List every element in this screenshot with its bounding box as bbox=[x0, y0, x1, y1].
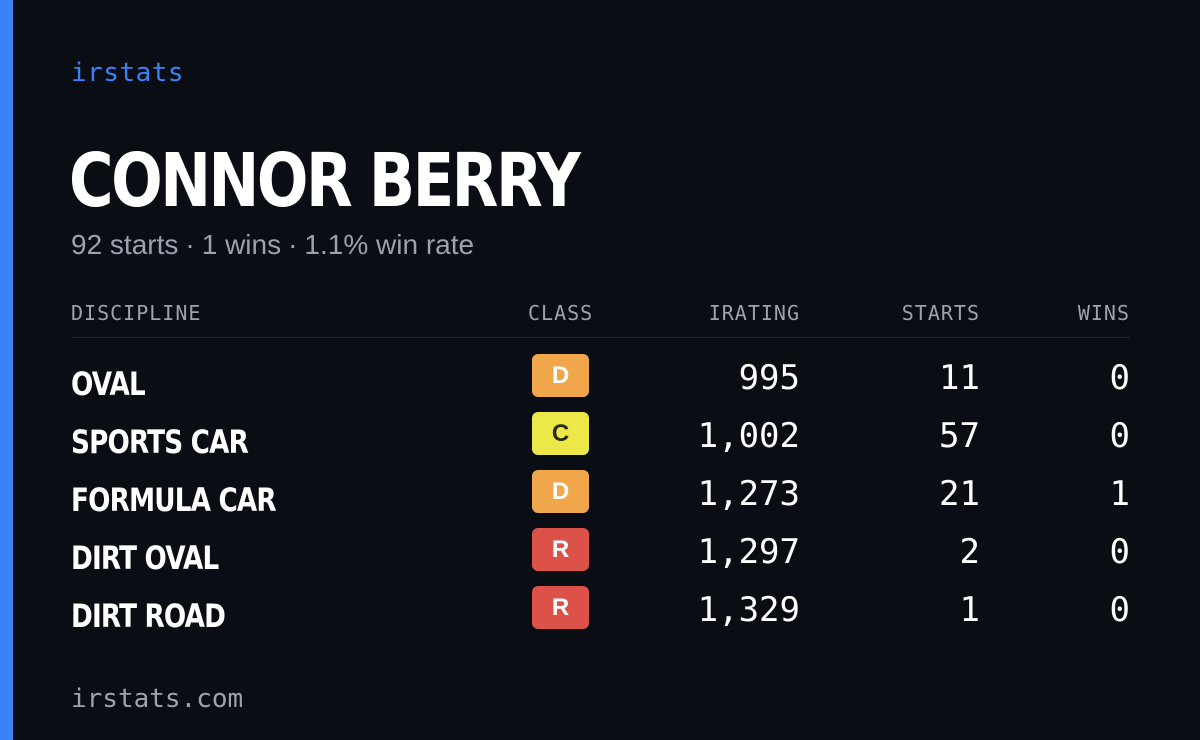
driver-name: CONNOR BERRY bbox=[69, 138, 581, 224]
summary-starts: 92 starts bbox=[71, 229, 179, 260]
discipline-label: FORMULA CAR bbox=[71, 481, 277, 519]
driver-summary: 92 starts · 1 wins · 1.1% win rate bbox=[71, 228, 474, 262]
class-badge: C bbox=[532, 412, 589, 455]
header-divider bbox=[71, 337, 1130, 338]
table-row: DIRT OVAL R 1,297 2 0 bbox=[0, 528, 1200, 586]
summary-win-rate: 1.1% win rate bbox=[304, 229, 475, 260]
starts-value: 11 bbox=[939, 358, 980, 398]
wins-value: 0 bbox=[1109, 358, 1130, 398]
starts-value: 2 bbox=[959, 532, 980, 572]
irating-value: 1,297 bbox=[697, 532, 800, 572]
table-row: FORMULA CAR D 1,273 21 1 bbox=[0, 470, 1200, 528]
column-header-starts: STARTS bbox=[901, 301, 980, 325]
starts-value: 21 bbox=[939, 474, 980, 514]
discipline-label: DIRT OVAL bbox=[71, 539, 219, 577]
wins-value: 0 bbox=[1109, 532, 1130, 572]
starts-value: 1 bbox=[959, 590, 980, 630]
class-badge: D bbox=[532, 470, 589, 513]
irating-value: 1,329 bbox=[697, 590, 800, 630]
irating-value: 1,002 bbox=[697, 416, 800, 456]
accent-bar bbox=[0, 0, 13, 740]
irating-value: 1,273 bbox=[697, 474, 800, 514]
discipline-label: DIRT ROAD bbox=[71, 597, 226, 635]
class-badge: R bbox=[532, 586, 589, 629]
column-header-discipline: DISCIPLINE bbox=[71, 301, 202, 325]
summary-separator: · bbox=[288, 229, 298, 260]
column-header-class: CLASS bbox=[528, 301, 594, 325]
table-row: OVAL D 995 11 0 bbox=[0, 354, 1200, 412]
discipline-label: OVAL bbox=[71, 365, 146, 403]
summary-wins: 1 wins bbox=[201, 229, 282, 260]
column-header-wins: WINS bbox=[1077, 301, 1130, 325]
table-row: SPORTS CAR C 1,002 57 0 bbox=[0, 412, 1200, 470]
footer-domain: irstats.com bbox=[71, 684, 244, 714]
wins-value: 0 bbox=[1109, 416, 1130, 456]
class-badge: R bbox=[532, 528, 589, 571]
wins-value: 1 bbox=[1109, 474, 1130, 514]
discipline-label: SPORTS CAR bbox=[71, 423, 249, 461]
summary-separator: · bbox=[185, 229, 195, 260]
table-row: DIRT ROAD R 1,329 1 0 bbox=[0, 586, 1200, 644]
irating-value: 995 bbox=[738, 358, 800, 398]
starts-value: 57 bbox=[939, 416, 980, 456]
wins-value: 0 bbox=[1109, 590, 1130, 630]
column-header-irating: IRATING bbox=[708, 301, 800, 325]
brand-label: irstats bbox=[71, 58, 185, 88]
class-badge: D bbox=[532, 354, 589, 397]
